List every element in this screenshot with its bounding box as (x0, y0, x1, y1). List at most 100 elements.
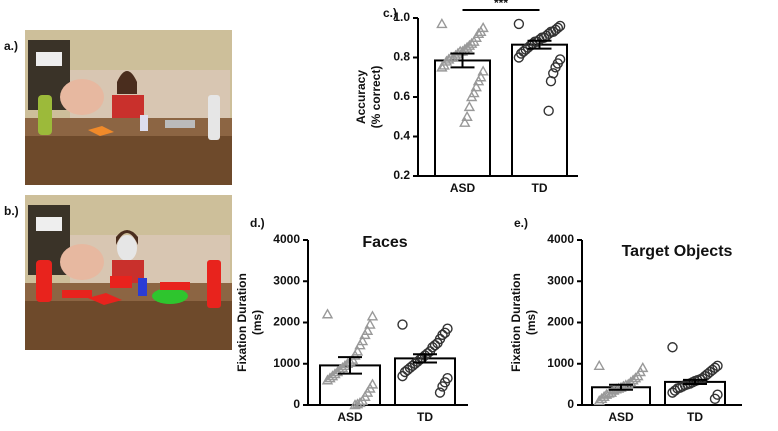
data-point (603, 387, 615, 398)
x-tick-label: ASD (608, 410, 634, 424)
data-point (465, 91, 478, 102)
y-tick-label: 1.0 (393, 10, 410, 24)
y-tick-label: 3000 (273, 273, 300, 287)
data-point (331, 366, 344, 377)
data-point (598, 390, 610, 401)
y-tick-label: 1000 (273, 356, 300, 370)
photo (25, 30, 232, 185)
data-point (349, 399, 361, 410)
y-axis-label: Fixation Duration (235, 273, 249, 372)
y-axis-label: Fixation Duration (509, 273, 523, 372)
data-point (354, 397, 366, 408)
data-point (465, 37, 478, 48)
data-point (445, 51, 457, 62)
chart-title: Faces (362, 234, 407, 251)
x-tick-label: ASD (337, 410, 363, 424)
data-point (545, 75, 557, 87)
significance-label: *** (494, 0, 508, 10)
photo (25, 195, 232, 350)
data-point (438, 59, 450, 70)
y-tick-label: 0.6 (393, 89, 410, 103)
data-point (354, 339, 366, 350)
data-point (477, 65, 489, 76)
data-point (463, 100, 476, 112)
y-axis-label: (ms) (524, 310, 538, 335)
y-axis-label: Accuracy (354, 70, 368, 124)
y-axis-label: (% correct) (369, 66, 383, 129)
data-point (593, 394, 605, 406)
y-tick-label: 4000 (547, 232, 574, 246)
data-point (461, 41, 473, 52)
x-tick-label: TD (532, 181, 548, 195)
data-point (321, 308, 334, 319)
data-point (475, 25, 487, 37)
data-point (624, 376, 637, 387)
y-tick-label: 0.8 (393, 50, 410, 64)
data-point (513, 18, 525, 30)
data-point (336, 361, 349, 373)
data-point (326, 370, 339, 381)
data-point (402, 364, 413, 376)
data-point (321, 374, 334, 385)
x-tick-label: ASD (450, 181, 476, 195)
data-point (615, 381, 627, 392)
data-point (449, 49, 462, 60)
data-point (434, 387, 446, 398)
y-tick-label: 0 (293, 397, 300, 411)
x-tick-label: TD (417, 410, 433, 424)
y-tick-label: 3000 (547, 273, 574, 287)
data-point (364, 318, 376, 329)
panel-label: b.) (4, 204, 19, 218)
data-point (437, 381, 448, 392)
data-point (595, 392, 608, 404)
data-point (513, 52, 525, 63)
data-point (709, 393, 721, 405)
y-tick-label: 2000 (547, 315, 574, 329)
error-bar (338, 356, 362, 375)
data-point (600, 388, 613, 399)
data-point (356, 394, 369, 406)
data-point (429, 339, 441, 351)
y-tick-label: 1000 (547, 356, 574, 370)
y-tick-label: 2000 (273, 315, 300, 329)
data-point (459, 116, 471, 127)
y-axis-label: (ms) (250, 310, 264, 335)
data-point (436, 61, 448, 72)
data-point (468, 35, 480, 46)
error-bar (413, 353, 437, 364)
data-point (550, 62, 561, 73)
chart-title: Target Objects (622, 243, 733, 260)
data-point (669, 385, 681, 396)
data-point (543, 105, 554, 117)
data-point (463, 39, 476, 50)
y-tick-label: 0.2 (393, 168, 410, 182)
data-point (454, 45, 466, 56)
error-bar (609, 383, 633, 391)
error-bar (527, 39, 552, 50)
data-point (324, 372, 336, 383)
bar (434, 59, 491, 177)
panel-label: a.) (4, 39, 18, 53)
data-point (593, 359, 605, 371)
data-point (461, 110, 473, 121)
y-tick-label: 0.4 (393, 129, 410, 143)
data-point (667, 342, 678, 353)
data-point (359, 328, 371, 340)
data-point (667, 387, 678, 398)
data-point (439, 327, 451, 339)
data-point (397, 319, 408, 330)
error-bar (450, 52, 475, 69)
data-point (339, 359, 351, 371)
data-point (436, 17, 448, 29)
x-tick-label: TD (687, 410, 703, 424)
panel-label: d.) (250, 216, 265, 230)
data-point (329, 368, 341, 379)
data-point (605, 386, 618, 397)
data-point (632, 370, 644, 381)
data-point (629, 372, 642, 383)
data-point (443, 53, 455, 64)
y-tick-label: 4000 (273, 232, 300, 246)
error-bar (683, 378, 707, 385)
data-point (470, 81, 482, 92)
